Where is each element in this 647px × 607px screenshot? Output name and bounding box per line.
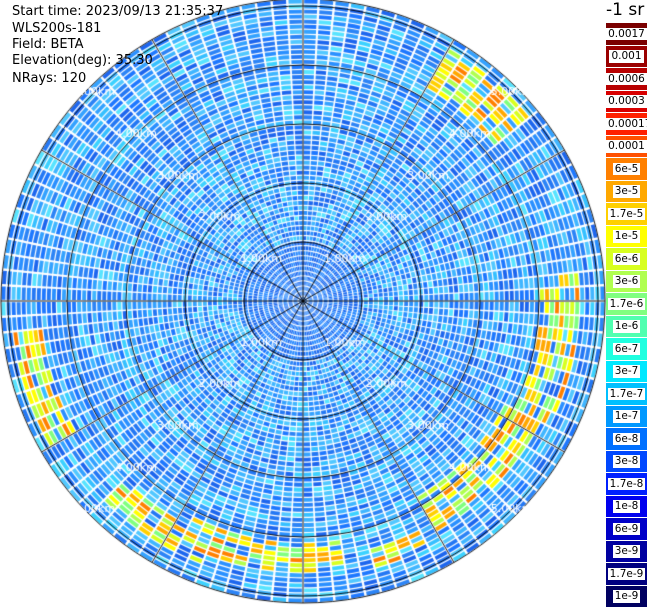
colorbar-cell: 6e-8: [606, 427, 647, 450]
colorbar-cell: 0.0001: [606, 134, 647, 157]
instrument-label: WLS200s-181: [12, 21, 102, 36]
colorbar-cell: 6e-6: [606, 247, 647, 270]
colorbar-cell-label: 6e-8: [612, 432, 641, 446]
colorbar-cell: 3e-6: [606, 269, 647, 292]
colorbar-cell: 1.7e-7: [606, 382, 647, 405]
colorbar-cell: 1.7e-8: [606, 472, 647, 495]
colorbar-cell-label: 0.0003: [606, 95, 647, 108]
colorbar-cell-label: 6e-6: [612, 252, 641, 266]
colorbar-cell-label: 1.7e-8: [607, 477, 646, 491]
colorbar-cell-label: 1.7e-5: [607, 207, 646, 221]
colorbar-cell: 1.7e-5: [606, 202, 647, 225]
colorbar-cell-label: 1e-7: [612, 410, 641, 423]
start-time-label: Start time: 2023/09/13 21:35:37: [12, 4, 224, 19]
colorbar-cell-label: 6e-9: [612, 522, 641, 536]
colorbar-cell: 1e-9: [606, 584, 647, 607]
colorbar-cell-label: 0.0006: [606, 72, 647, 86]
colorbar-cell: 1.7e-9: [606, 562, 647, 585]
colorbar-cell: 6e-9: [606, 517, 647, 540]
colorbar-cell: 0.00017: [606, 112, 647, 135]
colorbar: 0.0017 0.001 0.0006 0.0003 0.00017 0.0001 6e-5…: [606, 22, 647, 607]
colorbar-cell: 6e-7: [606, 337, 647, 360]
colorbar-cell: 1e-6: [606, 314, 647, 337]
colorbar-cell: 6e-5: [606, 157, 647, 180]
colorbar-unit: -1 sr: [606, 0, 645, 20]
colorbar-cell-label: 6e-7: [612, 342, 641, 356]
elevation-label: Elevation(deg): 35.30: [12, 53, 153, 68]
colorbar-cell-label: 0.001: [609, 50, 644, 63]
ppi-scan-plot: [0, 0, 606, 607]
colorbar-cell-label: 1e-5: [612, 230, 641, 243]
colorbar-cell-label: 3e-9: [612, 545, 641, 558]
colorbar-cell-label: 6e-5: [612, 162, 641, 176]
colorbar-cell: 1e-5: [606, 224, 647, 247]
colorbar-cell-label: 1.7e-7: [607, 387, 646, 401]
colorbar-cell: 0.001: [606, 44, 647, 67]
colorbar-cell-label: 0.00017: [606, 117, 647, 131]
colorbar-cell: 0.0017: [606, 22, 647, 45]
colorbar-cell: 1e-7: [606, 404, 647, 427]
colorbar-cell-label: 0.0001: [606, 140, 647, 153]
colorbar-cell: 1.7e-6: [606, 292, 647, 315]
colorbar-cell: 0.0003: [606, 89, 647, 112]
colorbar-cell-label: 1e-8: [612, 500, 641, 513]
colorbar-cell-label: 3e-8: [612, 455, 641, 468]
nrays-label: NRays: 120: [12, 71, 87, 86]
colorbar-cell-label: 1.7e-9: [607, 567, 646, 581]
colorbar-cell-label: 3e-5: [612, 185, 641, 198]
colorbar-cell-label: 3e-7: [612, 365, 641, 378]
colorbar-cell-label: 1e-9: [612, 590, 641, 603]
colorbar-cell: 3e-8: [606, 449, 647, 472]
colorbar-cell: 1e-8: [606, 494, 647, 517]
colorbar-cell: 3e-5: [606, 179, 647, 202]
colorbar-cell: 3e-7: [606, 359, 647, 382]
colorbar-cell-label: 3e-6: [612, 275, 641, 288]
colorbar-cell-label: 0.0017: [606, 27, 647, 41]
colorbar-cell-label: 1e-6: [612, 320, 641, 333]
colorbar-cell: 0.0006: [606, 67, 647, 90]
colorbar-cell-label: 1.7e-6: [607, 297, 646, 311]
colorbar-cell: 3e-9: [606, 539, 647, 562]
field-label: Field: BETA: [12, 37, 84, 52]
